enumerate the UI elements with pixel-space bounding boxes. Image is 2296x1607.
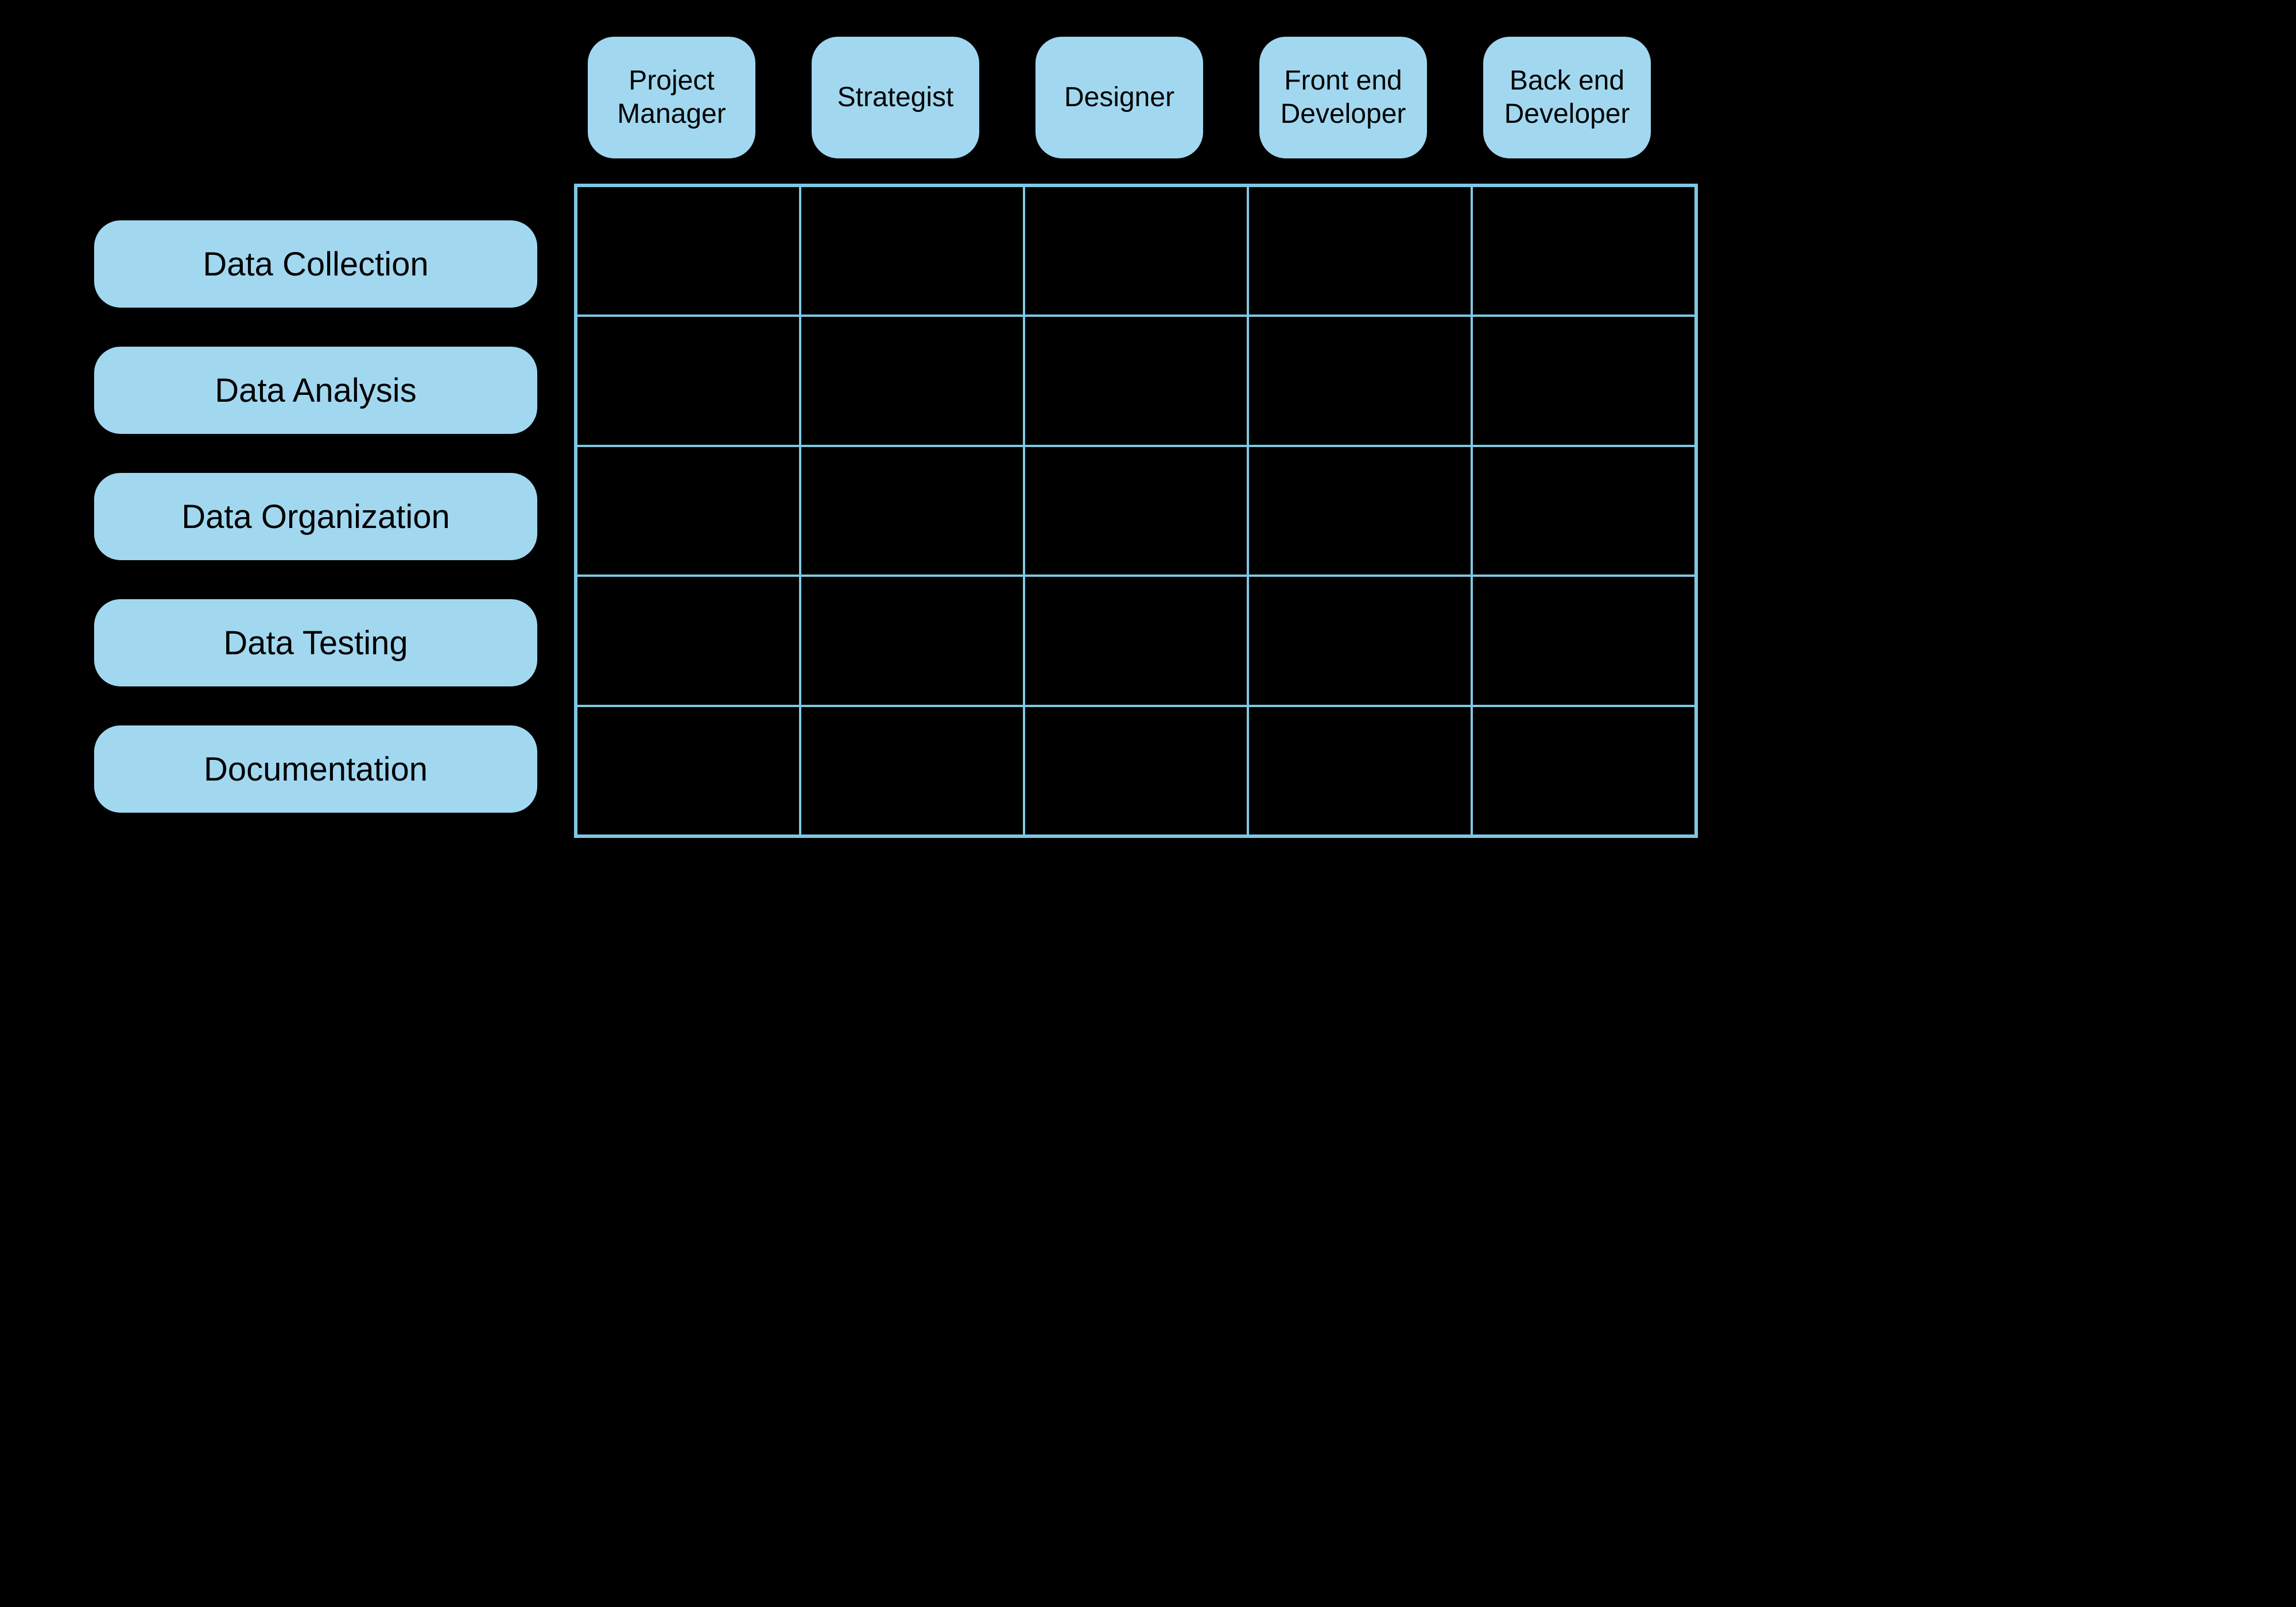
grid-cell [576,706,800,836]
grid-cell [1472,316,1696,445]
grid-cell [1024,706,1248,836]
col-header-project-manager: Project Manager [585,34,758,161]
grid-cell [1024,316,1248,445]
row-header-label: Data Analysis [215,371,416,410]
row-header-data-analysis: Data Analysis [92,344,540,436]
grid-cell [1248,576,1472,705]
col-header-label: Strategist [837,81,954,114]
grid-cell [1472,186,1696,316]
col-header-label: Designer [1064,81,1174,114]
raci-matrix-container: Project Manager Strategist Designer Fron… [92,34,1698,838]
grid-cell [576,576,800,705]
grid-cell [576,316,800,445]
col-header-backend: Back end Developer [1481,34,1653,161]
grid-cell [1472,706,1696,836]
row-header-documentation: Documentation [92,723,540,815]
matrix-grid [574,184,1698,838]
grid-cell [1472,576,1696,705]
grid-cell [1024,186,1248,316]
row-header-data-collection: Data Collection [92,218,540,310]
grid-cell [1248,316,1472,445]
grid-cell [1248,706,1472,836]
row-headers-column: Data Collection Data Analysis Data Organ… [92,184,540,838]
column-headers-row: Project Manager Strategist Designer Fron… [585,34,1698,161]
grid-cell [800,706,1024,836]
grid-cell [576,186,800,316]
col-header-strategist: Strategist [809,34,982,161]
grid-cell [800,316,1024,445]
col-header-label: Project Manager [599,64,744,130]
grid-cell [800,576,1024,705]
row-header-label: Data Testing [223,624,408,662]
grid-cell [800,186,1024,316]
row-header-data-organization: Data Organization [92,471,540,562]
grid-cell [1248,186,1472,316]
col-header-designer: Designer [1033,34,1205,161]
row-header-label: Data Organization [181,498,449,536]
col-header-label: Front end Developer [1271,64,1415,130]
grid-cell [1248,446,1472,576]
grid-cell [1024,576,1248,705]
row-header-data-testing: Data Testing [92,597,540,689]
col-header-label: Back end Developer [1495,64,1639,130]
row-header-label: Documentation [204,750,428,789]
grid-cell [800,446,1024,576]
col-header-frontend: Front end Developer [1257,34,1429,161]
grid-cell [576,446,800,576]
row-header-label: Data Collection [203,245,428,284]
grid-cell [1472,446,1696,576]
main-area: Data Collection Data Analysis Data Organ… [92,184,1698,838]
grid-cell [1024,446,1248,576]
